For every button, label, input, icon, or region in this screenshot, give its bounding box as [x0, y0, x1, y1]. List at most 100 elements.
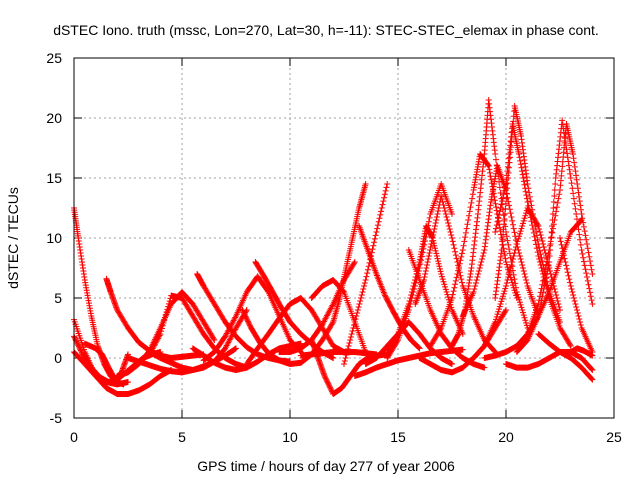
data-point	[243, 316, 250, 322]
data-point	[576, 231, 583, 238]
data-point	[246, 321, 253, 328]
data-point	[346, 340, 353, 346]
data-point	[460, 242, 467, 249]
data-point	[463, 225, 470, 232]
data-point	[568, 286, 575, 292]
data-point	[507, 154, 514, 161]
data-point	[503, 280, 510, 286]
data-point	[520, 268, 527, 274]
data-point	[357, 298, 364, 304]
data-point	[478, 259, 485, 265]
data-point	[580, 258, 587, 265]
data-point	[232, 345, 239, 352]
data-point	[589, 271, 596, 277]
data-point	[443, 214, 450, 220]
data-point	[378, 205, 385, 211]
data-point	[162, 311, 169, 318]
data-point	[341, 358, 348, 364]
data-point	[233, 345, 239, 352]
data-point	[241, 312, 248, 319]
data-point	[522, 188, 529, 195]
data-point	[577, 319, 584, 325]
data-point	[211, 337, 218, 343]
data-point	[570, 155, 577, 162]
data-point	[360, 286, 367, 292]
data-point	[571, 163, 578, 170]
data-point	[589, 301, 596, 307]
data-point	[472, 283, 479, 289]
data-point	[584, 241, 590, 247]
data-point	[466, 208, 473, 215]
data-point	[573, 307, 580, 313]
data-point	[76, 344, 83, 351]
y-tick-label: 5	[54, 290, 62, 306]
data-point	[380, 198, 387, 205]
data-point	[509, 217, 516, 224]
data-point	[563, 265, 570, 272]
data-point	[473, 277, 480, 283]
data-point	[376, 215, 383, 222]
data-point	[492, 156, 499, 163]
y-tick-label: 15	[46, 170, 62, 186]
data-point	[426, 250, 433, 256]
data-point	[569, 185, 576, 192]
data-point	[452, 252, 459, 259]
data-point	[459, 250, 466, 257]
data-point	[572, 301, 579, 307]
data-point	[524, 199, 531, 205]
data-point	[554, 199, 561, 206]
series-21	[330, 181, 369, 325]
data-point	[382, 187, 389, 194]
data-point	[580, 254, 587, 261]
data-point	[552, 289, 559, 295]
data-point	[575, 313, 582, 319]
data-point	[551, 187, 558, 193]
series-10	[146, 307, 250, 373]
data-point	[465, 217, 472, 223]
data-point	[573, 211, 580, 217]
data-point	[450, 241, 457, 248]
data-point	[355, 304, 362, 310]
data-point	[239, 307, 246, 313]
data-point	[518, 259, 525, 265]
data-point	[348, 331, 355, 337]
data-point	[161, 317, 168, 324]
data-point	[486, 169, 493, 176]
data-points	[71, 97, 596, 397]
data-point	[586, 253, 593, 260]
data-point	[462, 229, 469, 236]
data-point	[475, 271, 482, 277]
data-point	[508, 139, 515, 145]
data-point	[241, 310, 248, 317]
data-point	[567, 283, 574, 289]
data-point	[587, 293, 594, 300]
data-point	[567, 279, 574, 286]
data-point	[550, 205, 557, 211]
data-point	[476, 265, 483, 271]
data-point	[425, 256, 432, 262]
data-point	[449, 235, 455, 241]
data-point	[548, 229, 555, 235]
data-point	[471, 286, 478, 292]
data-point	[159, 322, 166, 329]
y-tick-label: 10	[46, 230, 62, 246]
data-point	[584, 277, 591, 284]
data-point	[498, 201, 505, 208]
data-point	[576, 193, 583, 200]
data-point	[158, 325, 165, 332]
data-point	[242, 313, 249, 320]
data-point	[492, 229, 499, 235]
data-point	[78, 348, 85, 355]
data-point	[452, 248, 459, 255]
data-point	[371, 239, 378, 246]
data-point	[575, 189, 582, 196]
data-point	[374, 225, 381, 232]
data-point	[373, 229, 380, 235]
data-point	[156, 332, 163, 339]
y-tick-label: 20	[46, 110, 62, 126]
data-point	[381, 191, 388, 198]
data-point	[550, 199, 557, 205]
data-point	[364, 270, 371, 277]
